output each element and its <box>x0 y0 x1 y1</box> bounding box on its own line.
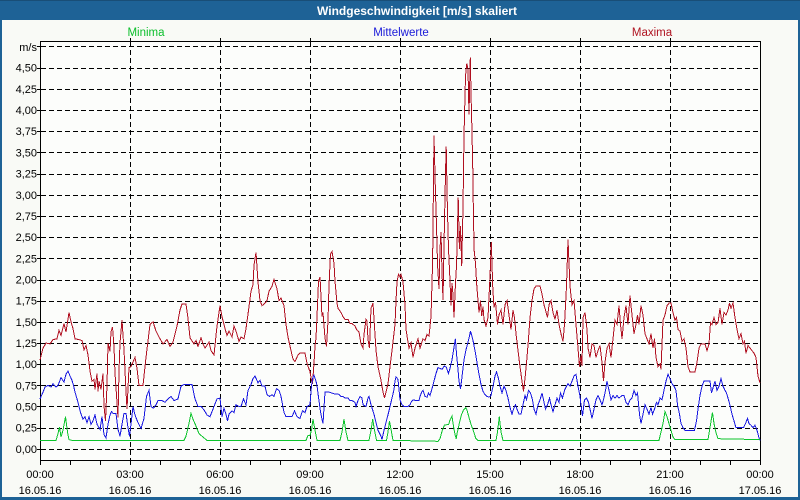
svg-text:18:00: 18:00 <box>566 469 594 481</box>
svg-text:4,00: 4,00 <box>16 105 37 117</box>
svg-text:17.05.16: 17.05.16 <box>739 485 782 497</box>
svg-text:1,75: 1,75 <box>16 296 37 308</box>
svg-text:15:00: 15:00 <box>476 469 504 481</box>
svg-text:03:00: 03:00 <box>116 469 144 481</box>
svg-text:m/s: m/s <box>19 42 37 54</box>
svg-text:0,75: 0,75 <box>16 380 37 392</box>
svg-text:2,50: 2,50 <box>16 232 37 244</box>
svg-text:21:00: 21:00 <box>656 469 684 481</box>
svg-text:2,00: 2,00 <box>16 275 37 287</box>
svg-text:1,00: 1,00 <box>16 359 37 371</box>
svg-text:16.05.16: 16.05.16 <box>469 485 512 497</box>
svg-text:16.05.16: 16.05.16 <box>379 485 422 497</box>
svg-text:0,00: 0,00 <box>16 444 37 456</box>
svg-text:2,25: 2,25 <box>16 253 37 265</box>
svg-text:1,50: 1,50 <box>16 317 37 329</box>
svg-text:Maxima: Maxima <box>632 27 673 39</box>
svg-text:3,50: 3,50 <box>16 147 37 159</box>
svg-text:3,75: 3,75 <box>16 126 37 138</box>
svg-text:06:00: 06:00 <box>206 469 234 481</box>
svg-text:16.05.16: 16.05.16 <box>109 485 152 497</box>
svg-text:Minima: Minima <box>127 27 165 39</box>
svg-text:16.05.16: 16.05.16 <box>289 485 332 497</box>
svg-text:1,25: 1,25 <box>16 338 37 350</box>
svg-text:3,25: 3,25 <box>16 169 37 181</box>
svg-text:2,75: 2,75 <box>16 211 37 223</box>
svg-text:0,25: 0,25 <box>16 423 37 435</box>
svg-text:Windgeschwindigkeit [m/s] skal: Windgeschwindigkeit [m/s] skaliert <box>317 4 517 18</box>
svg-text:00:00: 00:00 <box>746 469 774 481</box>
svg-text:00:00: 00:00 <box>26 469 54 481</box>
svg-text:12:00: 12:00 <box>386 469 414 481</box>
svg-text:4,50: 4,50 <box>16 63 37 75</box>
svg-text:3,00: 3,00 <box>16 190 37 202</box>
svg-text:16.05.16: 16.05.16 <box>199 485 242 497</box>
svg-text:4,25: 4,25 <box>16 84 37 96</box>
svg-text:0,50: 0,50 <box>16 402 37 414</box>
svg-text:16.05.16: 16.05.16 <box>559 485 602 497</box>
svg-text:16.05.16: 16.05.16 <box>649 485 692 497</box>
svg-text:16.05.16: 16.05.16 <box>19 485 62 497</box>
svg-text:Mittelwerte: Mittelwerte <box>373 27 429 39</box>
svg-text:09:00: 09:00 <box>296 469 324 481</box>
